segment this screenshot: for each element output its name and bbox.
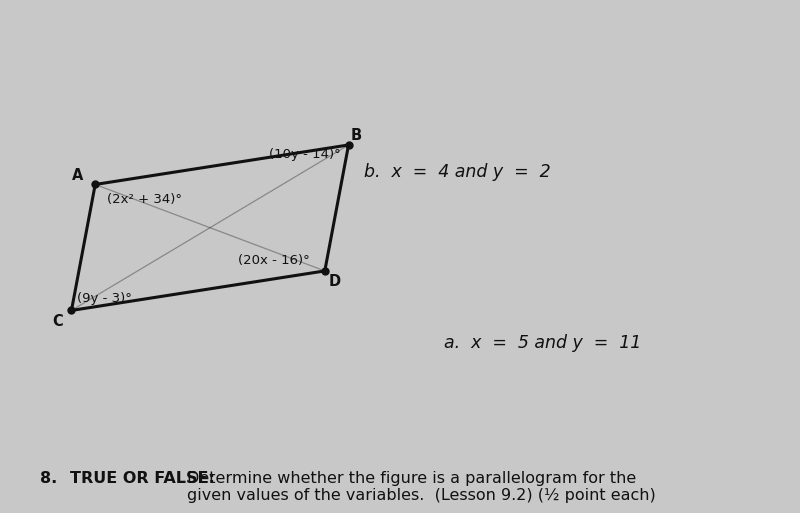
Text: A: A: [72, 168, 83, 183]
Text: TRUE OR FALSE:: TRUE OR FALSE:: [70, 471, 220, 486]
Text: (2x² + 34)°: (2x² + 34)°: [107, 193, 182, 206]
Text: a.  x  =  5 and y  =  11: a. x = 5 and y = 11: [443, 333, 641, 351]
Text: (9y - 3)°: (9y - 3)°: [77, 292, 132, 305]
Text: B: B: [351, 128, 362, 143]
Text: b.  x  =  4 and y  =  2: b. x = 4 and y = 2: [364, 163, 551, 181]
Text: 8.: 8.: [40, 471, 57, 486]
Text: Determine whether the figure is a parallelogram for the
given values of the vari: Determine whether the figure is a parall…: [187, 471, 656, 503]
Text: (20x - 16)°: (20x - 16)°: [238, 253, 310, 267]
Text: D: D: [328, 274, 340, 289]
Text: C: C: [52, 314, 62, 329]
Text: (10y - 14)°: (10y - 14)°: [270, 148, 341, 161]
